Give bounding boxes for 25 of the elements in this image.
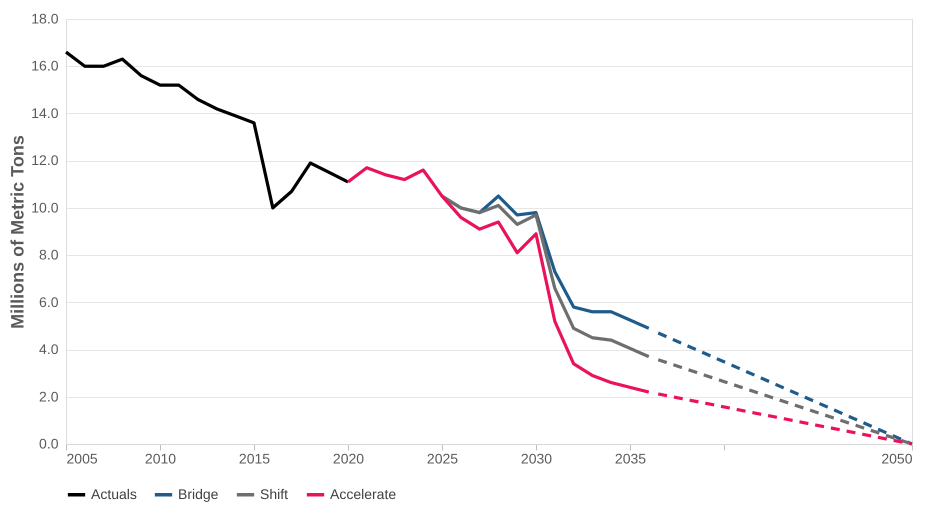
x-tick-label: 2010: [144, 450, 176, 466]
x-tick-label: 2035: [614, 450, 646, 466]
x-tick-label: 2015: [238, 450, 270, 466]
x-tick-label: 2030: [520, 450, 552, 466]
y-tick-label: 10.0: [31, 199, 59, 216]
legend-label: Bridge: [178, 486, 219, 502]
x-tick-label: 2025: [426, 450, 458, 466]
y-tick-label: 4.0: [39, 341, 59, 358]
line-series: [64, 50, 350, 210]
x-tick-label: 2050: [881, 450, 913, 466]
legend-label: Actuals: [91, 486, 137, 502]
x-tick-label: 2020: [332, 450, 364, 466]
y-tick-label: 12.0: [31, 152, 59, 168]
y-tick-label: 8.0: [39, 246, 59, 263]
line-series: [346, 166, 650, 394]
legend-label: Shift: [260, 486, 288, 502]
y-axis-title: Millions of Metric Tons: [7, 135, 28, 329]
y-tick-label: 18.0: [31, 10, 59, 26]
y-tick-label: 6.0: [39, 294, 59, 310]
y-tick-label: 14.0: [31, 104, 59, 121]
y-tick-label: 0.0: [39, 436, 59, 452]
y-tick-label: 16.0: [31, 58, 59, 74]
legend-label: Accelerate: [330, 486, 396, 502]
y-tick-label: 2.0: [39, 388, 59, 404]
x-tick-label: 2005: [66, 450, 98, 466]
